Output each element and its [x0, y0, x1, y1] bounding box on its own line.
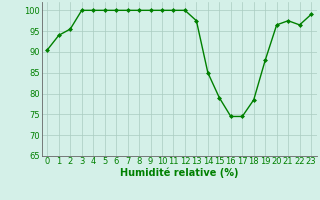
X-axis label: Humidité relative (%): Humidité relative (%) — [120, 168, 238, 178]
